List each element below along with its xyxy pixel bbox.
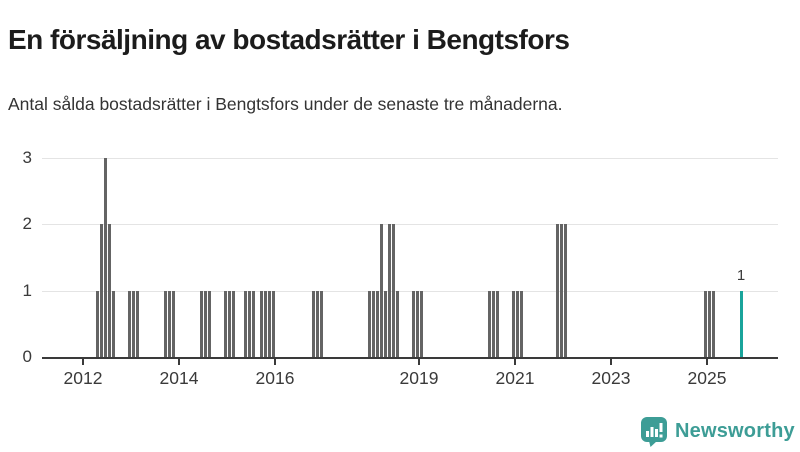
bar bbox=[419, 290, 423, 357]
bar bbox=[387, 224, 391, 357]
bar bbox=[131, 290, 135, 357]
brand-name: Newsworthy bbox=[675, 419, 795, 442]
bar bbox=[107, 224, 111, 357]
bar bbox=[203, 290, 207, 357]
bar bbox=[315, 290, 319, 357]
bar bbox=[111, 290, 115, 357]
x-axis-tick-label: 2016 bbox=[255, 368, 295, 388]
x-axis-tick-mark bbox=[706, 359, 708, 365]
bar bbox=[251, 290, 255, 357]
x-axis-tick-mark bbox=[610, 359, 612, 365]
x-axis-tick-label: 2012 bbox=[63, 368, 103, 388]
gridline-y2 bbox=[42, 224, 778, 225]
bar-chart-speech-bubble-icon bbox=[640, 416, 668, 447]
bar bbox=[243, 290, 247, 357]
x-axis-tick-label: 2023 bbox=[591, 368, 631, 388]
bar bbox=[171, 290, 175, 357]
bar bbox=[563, 224, 567, 357]
y-axis-tick-label: 1 bbox=[22, 281, 32, 300]
bar bbox=[207, 290, 211, 357]
bar bbox=[95, 290, 99, 357]
bar bbox=[391, 224, 395, 357]
bar bbox=[711, 290, 715, 357]
x-axis-line bbox=[42, 357, 778, 359]
bar bbox=[411, 290, 415, 357]
bar bbox=[519, 290, 523, 357]
bar bbox=[271, 290, 275, 357]
y-axis-tick-label: 0 bbox=[22, 347, 32, 366]
bar bbox=[99, 224, 103, 357]
gridline-y1 bbox=[42, 291, 778, 292]
bar bbox=[511, 290, 515, 357]
chart-subtitle: Antal sålda bostadsrätter i Bengtsfors u… bbox=[8, 93, 563, 114]
bar bbox=[703, 290, 707, 357]
bar bbox=[127, 290, 131, 357]
bar bbox=[375, 290, 379, 357]
gridline-y3 bbox=[42, 158, 778, 159]
bar bbox=[559, 224, 563, 357]
bar bbox=[135, 290, 139, 357]
x-axis-tick-label: 2019 bbox=[399, 368, 439, 388]
newsworthy-logo: Newsworthy bbox=[640, 415, 795, 447]
x-axis-tick-label: 2021 bbox=[495, 368, 535, 388]
bar bbox=[555, 224, 559, 357]
bar bbox=[163, 290, 167, 357]
bar bbox=[495, 290, 499, 357]
bar bbox=[167, 290, 171, 357]
x-axis-tick-label: 2025 bbox=[687, 368, 727, 388]
y-axis-tick-label: 3 bbox=[22, 148, 32, 167]
x-axis-tick-mark bbox=[178, 359, 180, 365]
highlighted-bar bbox=[739, 290, 743, 357]
x-axis-tick-mark bbox=[274, 359, 276, 365]
y-axis-tick-label: 2 bbox=[22, 214, 32, 233]
bar bbox=[311, 290, 315, 357]
bar bbox=[319, 290, 323, 357]
bar bbox=[247, 290, 251, 357]
bar bbox=[199, 290, 203, 357]
bar-value-annotation: 1 bbox=[736, 266, 746, 284]
bar bbox=[371, 290, 375, 357]
x-axis-tick-label: 2014 bbox=[159, 368, 199, 388]
bar bbox=[231, 290, 235, 357]
x-axis-tick-mark bbox=[418, 359, 420, 365]
page-title: En försäljning av bostadsrätter i Bengts… bbox=[8, 23, 570, 55]
bar bbox=[379, 224, 383, 357]
bar bbox=[367, 290, 371, 357]
bar bbox=[491, 290, 495, 357]
bar bbox=[259, 290, 263, 357]
bar bbox=[267, 290, 271, 357]
bar bbox=[395, 290, 399, 357]
bar bbox=[103, 158, 107, 357]
bar bbox=[487, 290, 491, 357]
x-axis-tick-mark bbox=[82, 359, 84, 365]
bar bbox=[223, 290, 227, 357]
bar bbox=[415, 290, 419, 357]
bar bbox=[707, 290, 711, 357]
bar bbox=[383, 290, 387, 357]
x-axis-tick-mark bbox=[514, 359, 516, 365]
bar bbox=[515, 290, 519, 357]
bar bbox=[227, 290, 231, 357]
bar bbox=[263, 290, 267, 357]
